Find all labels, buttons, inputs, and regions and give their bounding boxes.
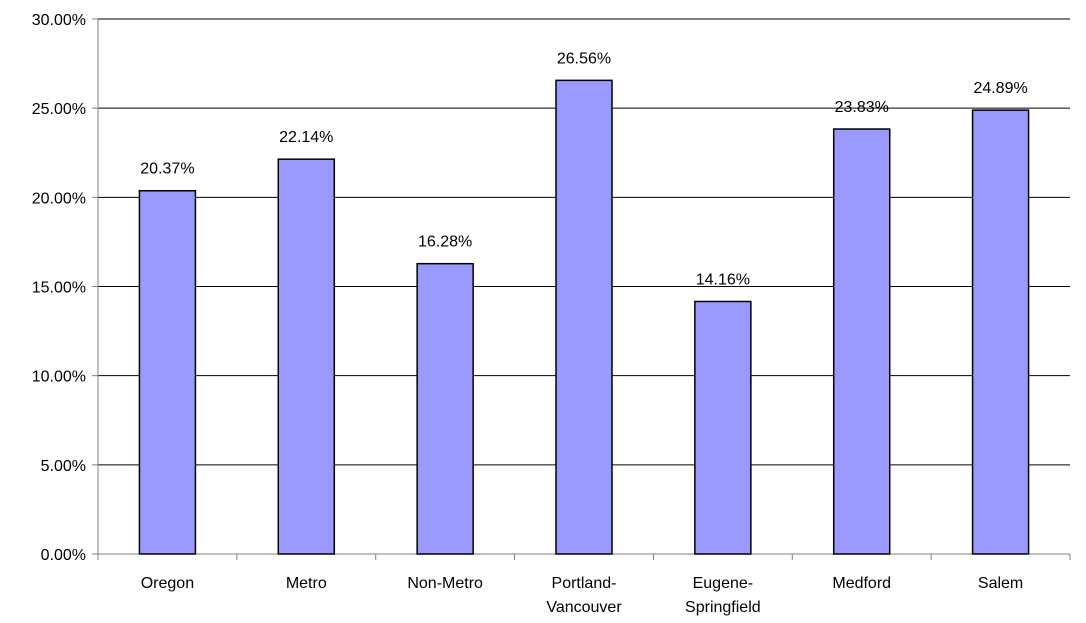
data-label: 23.83% [835, 99, 889, 116]
x-tick-label: Eugene-Springfield [685, 575, 761, 616]
x-tick-label: Salem [978, 575, 1023, 592]
x-tick-label: Portland-Vancouver [546, 575, 622, 616]
data-label: 22.14% [279, 129, 333, 146]
data-label: 26.56% [557, 50, 611, 67]
bar [971, 109, 1030, 555]
y-tick-label: 10.00% [32, 369, 86, 386]
x-tick-labels: Oregon Metro Non-Metro Portland-Vancouver Eu… [141, 575, 1024, 616]
y-tick-label: 30.00% [32, 12, 86, 29]
bars [138, 79, 1030, 555]
data-label: 20.37% [140, 161, 194, 178]
y-tick-labels: 0.00% 5.00% 10.00% 15.00% 20.00% 25.00% 30.00% [32, 12, 86, 564]
y-tick-label: 25.00% [32, 101, 86, 118]
bar [416, 262, 474, 555]
x-tick-label: Non-Metro [407, 575, 483, 592]
x-tick-label: Medford [832, 575, 891, 592]
x-tick-label: Metro [286, 575, 327, 592]
data-label: 16.28% [418, 234, 472, 251]
data-labels: 20.37% 22.14% 16.28% 26.56% 14.16% 23.83% 24.8… [140, 50, 1027, 288]
data-label: 24.89% [973, 80, 1027, 97]
y-tick-label: 0.00% [41, 547, 86, 564]
y-tick-label: 20.00% [32, 190, 86, 207]
y-tick-label: 5.00% [41, 458, 86, 475]
bar [832, 128, 891, 555]
bar [555, 79, 613, 555]
y-tick-label: 15.00% [32, 280, 86, 297]
bar [277, 158, 336, 555]
x-tick-label: Oregon [141, 575, 194, 592]
bar [138, 189, 197, 555]
data-label: 14.16% [696, 271, 750, 288]
bar [694, 300, 752, 555]
